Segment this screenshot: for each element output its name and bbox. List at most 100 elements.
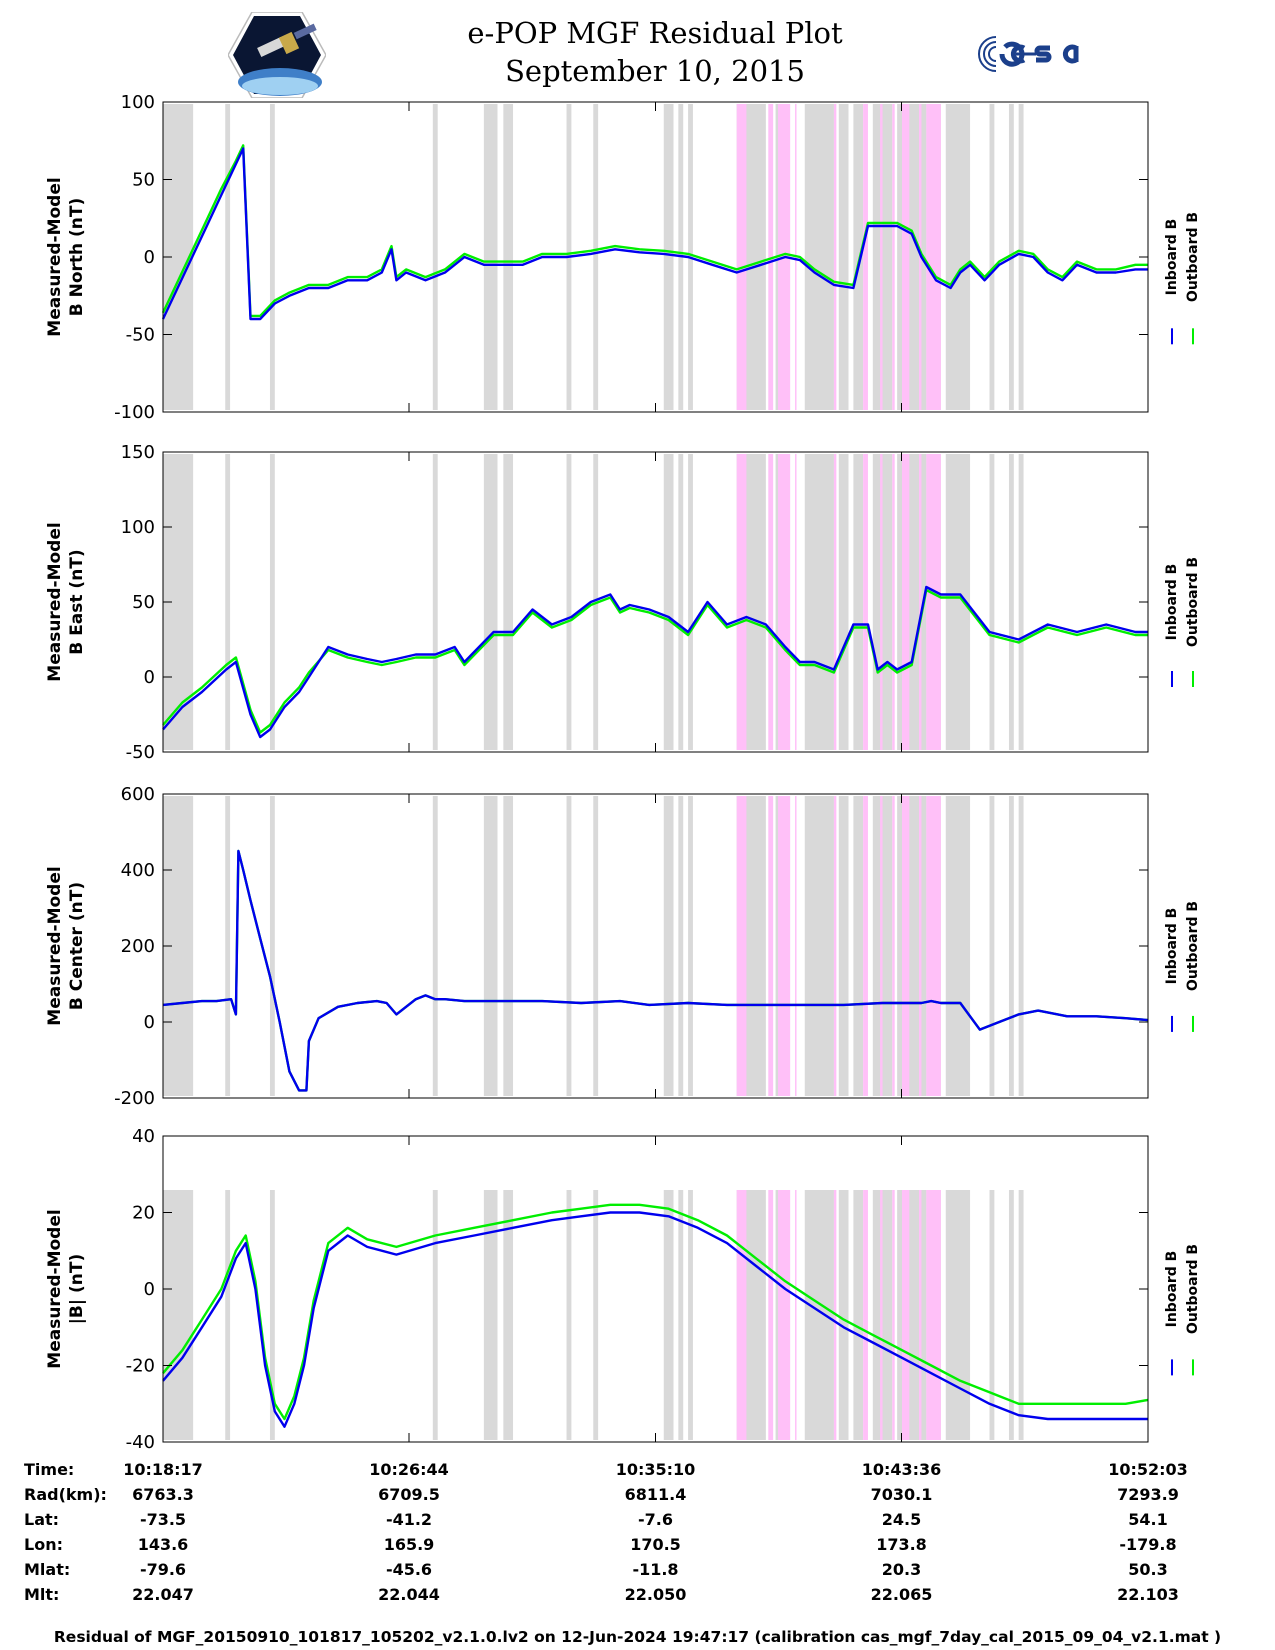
- gray-band-15: [853, 454, 864, 750]
- gray-band-14: [838, 1190, 849, 1440]
- legend-inboard-label: Inboard B: [1164, 219, 1180, 296]
- footer-caption: Residual of MGF_20150910_101817_105202_v…: [53, 1628, 1222, 1646]
- y-tick-label: 0: [144, 247, 155, 268]
- gray-band-7: [593, 796, 599, 1096]
- info-value-rad: 7293.9: [1117, 1485, 1179, 1504]
- info-value-lat: -7.6: [638, 1510, 673, 1529]
- y-axis-label: Measured-Model: [45, 177, 65, 336]
- info-value-lat: -73.5: [139, 1510, 187, 1529]
- info-value-lat: 54.1: [1128, 1510, 1168, 1529]
- y-tick-label: -20: [126, 1356, 155, 1377]
- y-tick-label: -40: [126, 1432, 155, 1453]
- gray-band-5: [503, 1190, 514, 1440]
- gray-band-23: [1018, 796, 1024, 1096]
- y-tick-label: 50: [132, 592, 155, 613]
- gray-band-8: [663, 796, 674, 1096]
- gray-band-23: [1018, 454, 1024, 750]
- gray-band-22: [1008, 1190, 1014, 1440]
- pink-band-8: [901, 796, 910, 1096]
- legend-outboard-label: Outboard B: [1185, 557, 1201, 647]
- info-value-lon: -179.8: [1119, 1535, 1177, 1554]
- gray-band-23: [1018, 1190, 1024, 1440]
- y-tick-label: 0: [144, 667, 155, 688]
- pink-band-5: [863, 796, 868, 1096]
- gray-band-13: [804, 796, 834, 1096]
- gray-band-15: [853, 104, 864, 410]
- info-value-time: 10:18:17: [123, 1460, 203, 1479]
- gray-band-21: [989, 796, 995, 1096]
- gray-band-21: [989, 104, 995, 410]
- gray-band-14: [838, 454, 849, 750]
- y-tick-label: -100: [114, 402, 155, 423]
- y-tick-label: 40: [132, 1126, 155, 1147]
- panel-2: 150 100 50 0 -50 Measured-Model B East (nT) Inb…: [45, 442, 1201, 763]
- pink-band-6: [880, 796, 883, 1096]
- pink-band-1: [768, 1190, 774, 1440]
- pink-band-2: [778, 796, 791, 1096]
- gray-band-17: [897, 104, 902, 410]
- y-tick-label: 100: [121, 517, 155, 538]
- y-tick-label: 100: [121, 92, 155, 113]
- plot-frame: [162, 101, 1149, 413]
- info-value-mlat: 20.3: [881, 1560, 922, 1579]
- gray-band-1: [225, 1190, 231, 1440]
- info-value-mlt: 22.047: [132, 1585, 194, 1604]
- gray-band-13: [804, 454, 834, 750]
- info-value-rad: 6811.4: [624, 1485, 687, 1504]
- pink-band-7: [892, 104, 895, 410]
- plot-frame: [162, 451, 1149, 753]
- info-value-mlt: 22.103: [1117, 1585, 1179, 1604]
- info-label-time: Time:: [24, 1460, 75, 1479]
- gray-band-9: [678, 796, 684, 1096]
- pink-band-8: [901, 454, 910, 750]
- pink-band-10: [926, 454, 941, 750]
- info-value-lon: 143.6: [137, 1535, 189, 1554]
- legend-inboard-label: Inboard B: [1164, 1251, 1180, 1328]
- gray-band-13: [804, 104, 834, 410]
- y-axis-label: Measured-Model: [45, 522, 65, 681]
- pink-band-9: [919, 1190, 922, 1440]
- pink-band-1: [768, 454, 774, 750]
- legend-outboard-label: Outboard B: [1185, 1244, 1201, 1334]
- gray-band-2: [269, 454, 275, 750]
- y-tick-label: -50: [126, 742, 155, 763]
- gray-band-6: [566, 454, 572, 750]
- gray-band-10: [688, 1190, 693, 1440]
- pink-band-6: [880, 104, 883, 410]
- gray-band-2: [269, 1190, 275, 1440]
- gray-band-8: [663, 454, 674, 750]
- y-tick-label: 20: [132, 1203, 155, 1224]
- gray-band-8: [663, 1190, 674, 1440]
- gray-band-9: [678, 454, 684, 750]
- pink-band-7: [892, 796, 895, 1096]
- info-value-time: 10:35:10: [615, 1460, 696, 1479]
- info-label-lat: Lat:: [24, 1510, 60, 1529]
- gray-band-14: [838, 104, 849, 410]
- series-inboard-line: [162, 849, 1149, 1092]
- gray-band-17: [897, 1190, 902, 1440]
- y-axis-label: B North (nT): [67, 198, 87, 317]
- info-value-lat: -41.2: [385, 1510, 433, 1529]
- info-value-mlat: -45.6: [385, 1560, 433, 1579]
- y-axis-label: Measured-Model: [45, 866, 65, 1025]
- legend-inboard-label: Inboard B: [1164, 908, 1180, 985]
- y-tick-label: -200: [114, 1088, 155, 1109]
- info-value-lon: 165.9: [383, 1535, 435, 1554]
- info-value-time: 10:52:03: [1108, 1460, 1188, 1479]
- gray-band-22: [1008, 454, 1014, 750]
- pink-band-5: [863, 1190, 868, 1440]
- gray-band-5: [503, 454, 514, 750]
- pink-band-6: [880, 454, 883, 750]
- info-value-mlt: 22.065: [870, 1585, 933, 1604]
- pink-band-0: [736, 796, 747, 1096]
- y-tick-label: 600: [121, 784, 155, 805]
- pink-band-4: [833, 104, 837, 410]
- series-inboard-line: [161, 147, 1148, 321]
- y-tick-label: -50: [126, 325, 155, 346]
- pink-band-2: [778, 454, 791, 750]
- gray-band-0: [163, 1190, 194, 1440]
- gray-band-8: [663, 104, 674, 410]
- gray-band-20: [945, 796, 971, 1096]
- gray-band-7: [593, 1190, 599, 1440]
- pink-band-8: [901, 104, 910, 410]
